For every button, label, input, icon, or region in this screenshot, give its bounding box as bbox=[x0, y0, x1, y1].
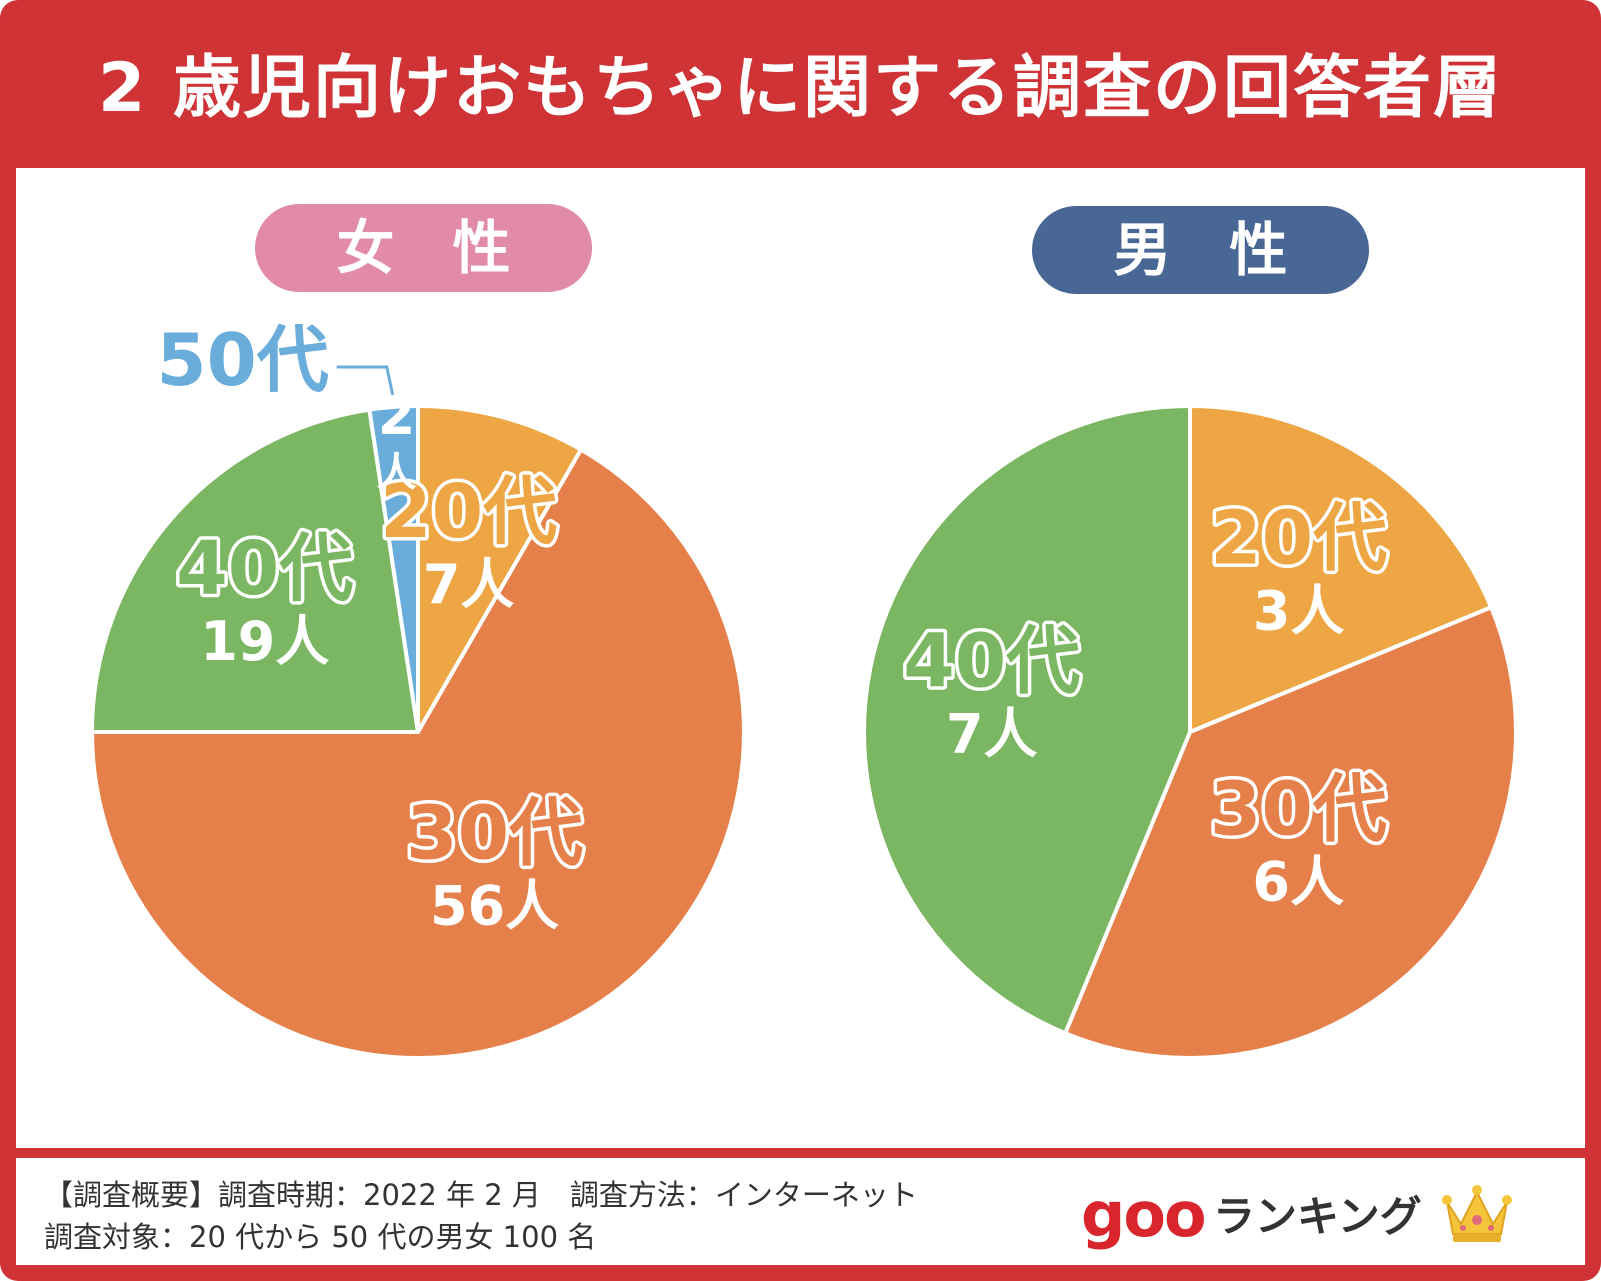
female-value-label-50代: 2 bbox=[378, 384, 416, 447]
survey-summary-line-2: 調査対象：20 代から 50 代の男女 100 名 bbox=[44, 1220, 597, 1254]
male-chart-title: 男 性 bbox=[1113, 216, 1287, 284]
female-pill-bg bbox=[255, 204, 592, 292]
female-value-unit-50代: 人 bbox=[377, 450, 417, 496]
crown-icon bbox=[1442, 1185, 1512, 1242]
brand-ranking: ランキング bbox=[1213, 1192, 1422, 1241]
male-category-label-40代: 40代 bbox=[903, 619, 1080, 705]
female-leader-line-50代 bbox=[336, 365, 395, 396]
female-value-label-20代: 7人 bbox=[423, 553, 515, 616]
female-slice-30代 bbox=[90, 447, 746, 1060]
male-slice-30代 bbox=[1063, 605, 1518, 1060]
female-slice-20代 bbox=[416, 404, 583, 734]
brand-goo: goo bbox=[1081, 1178, 1207, 1251]
female-category-label-40代: 40代 bbox=[176, 526, 353, 612]
female-category-label-30代: 30代 bbox=[406, 791, 583, 877]
survey-summary-line-1: 【調査概要】調査時期：2022 年 2 月 調査方法：インターネット bbox=[44, 1178, 918, 1212]
male-value-label-20代: 3人 bbox=[1253, 579, 1345, 642]
female-value-label-40代: 19人 bbox=[200, 610, 329, 673]
male-slice-40代 bbox=[862, 404, 1192, 1036]
female-slice-40代 bbox=[90, 407, 420, 734]
male-slice-20代 bbox=[1188, 404, 1494, 734]
female-title-pill: 女 性 bbox=[255, 204, 592, 292]
footer: 【調査概要】調査時期：2022 年 2 月 調査方法：インターネット 調査対象：… bbox=[16, 1158, 1585, 1265]
male-value-label-30代: 6人 bbox=[1253, 850, 1345, 913]
female-slice-50代 bbox=[367, 404, 420, 734]
female-category-label-20代: 20代 bbox=[380, 469, 557, 555]
brand-logo: goo ランキング bbox=[1081, 1180, 1521, 1250]
male-category-label-30代: 30代 bbox=[1210, 766, 1387, 852]
male-value-label-40代: 7人 bbox=[946, 703, 1038, 766]
female-chart-title: 女 性 bbox=[336, 214, 510, 282]
male-title-pill: 男 性 bbox=[1032, 206, 1369, 294]
male-pill-bg bbox=[1032, 206, 1369, 294]
male-category-label-20代: 20代 bbox=[1210, 495, 1387, 581]
page-title: 2 歳児向けおもちゃに関する調査の回答者層 bbox=[98, 49, 1503, 128]
female-value-label-30代: 56人 bbox=[430, 875, 559, 938]
female-category-label-50代: 50代 bbox=[157, 318, 329, 402]
